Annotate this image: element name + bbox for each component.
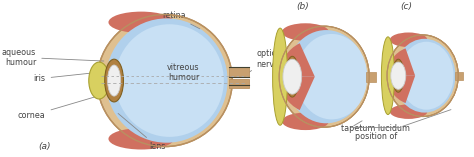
Ellipse shape <box>387 35 458 116</box>
Ellipse shape <box>106 18 228 143</box>
Wedge shape <box>387 48 415 76</box>
Ellipse shape <box>390 32 428 47</box>
Ellipse shape <box>393 39 456 113</box>
Ellipse shape <box>282 113 329 130</box>
Ellipse shape <box>89 62 109 99</box>
Ellipse shape <box>273 28 288 125</box>
Ellipse shape <box>382 37 394 115</box>
Text: lens: lens <box>118 114 165 151</box>
Text: retina: retina <box>162 11 200 29</box>
Ellipse shape <box>279 26 369 127</box>
FancyBboxPatch shape <box>366 72 376 81</box>
Ellipse shape <box>109 12 174 33</box>
Ellipse shape <box>97 15 232 147</box>
Ellipse shape <box>296 34 367 119</box>
Ellipse shape <box>392 59 404 92</box>
Ellipse shape <box>115 24 224 137</box>
Text: optic
nerve: optic nerve <box>248 49 280 73</box>
Ellipse shape <box>399 42 454 110</box>
Wedge shape <box>279 77 315 110</box>
FancyBboxPatch shape <box>228 67 249 77</box>
Wedge shape <box>387 76 415 103</box>
Ellipse shape <box>105 59 123 102</box>
Text: (c): (c) <box>400 2 412 11</box>
Ellipse shape <box>283 59 301 94</box>
Text: iris: iris <box>34 71 109 83</box>
Wedge shape <box>279 43 315 77</box>
Text: aqueous
humour: aqueous humour <box>2 48 104 67</box>
Text: tapetum lucidum: tapetum lucidum <box>341 124 410 133</box>
Text: cornea: cornea <box>18 96 98 120</box>
Ellipse shape <box>286 56 299 97</box>
Wedge shape <box>138 54 172 107</box>
Ellipse shape <box>282 23 329 41</box>
Text: vitreous
humour: vitreous humour <box>167 63 200 82</box>
FancyBboxPatch shape <box>456 72 463 80</box>
Text: (b): (b) <box>296 2 309 11</box>
Text: (a): (a) <box>38 142 51 151</box>
Ellipse shape <box>109 128 174 149</box>
Ellipse shape <box>286 30 366 123</box>
Ellipse shape <box>391 62 406 89</box>
Text: position of: position of <box>355 132 397 141</box>
FancyBboxPatch shape <box>228 79 249 88</box>
Ellipse shape <box>390 104 428 119</box>
Wedge shape <box>105 54 138 107</box>
Ellipse shape <box>108 65 121 96</box>
